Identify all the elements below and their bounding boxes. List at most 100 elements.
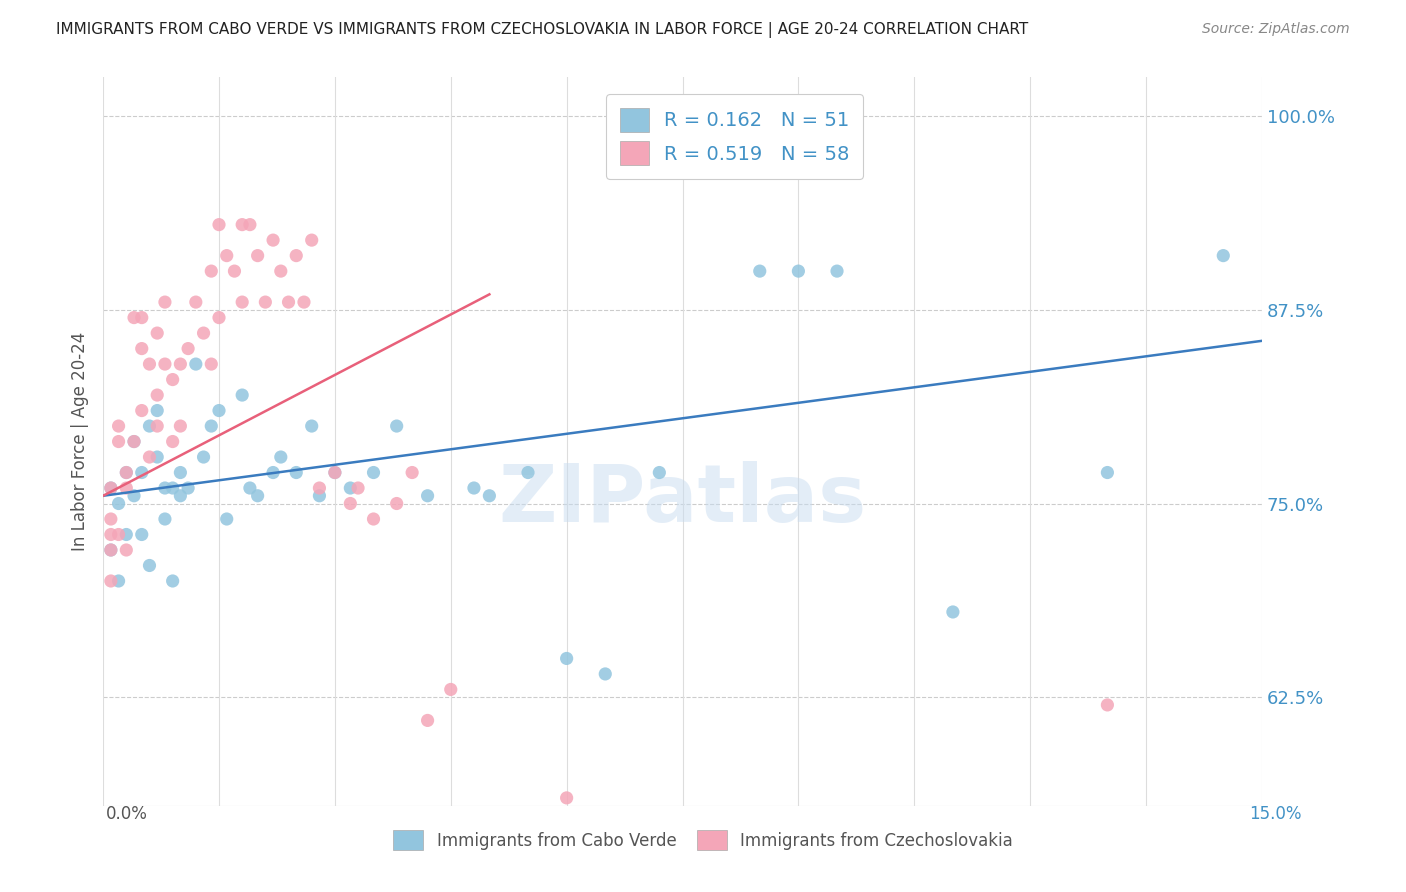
Point <box>131 527 153 541</box>
Point <box>224 264 246 278</box>
Point <box>517 466 540 480</box>
Point <box>200 264 222 278</box>
Point <box>401 466 423 480</box>
Point <box>153 295 176 310</box>
Y-axis label: In Labor Force | Age 20-24: In Labor Force | Age 20-24 <box>72 332 89 551</box>
Point <box>169 419 191 434</box>
Point <box>107 419 129 434</box>
Point <box>339 481 361 495</box>
Point <box>100 574 122 588</box>
Point <box>246 489 269 503</box>
Point <box>100 543 122 558</box>
Point <box>162 574 184 588</box>
Point <box>177 481 200 495</box>
Text: 15.0%: 15.0% <box>1250 805 1302 822</box>
Point <box>748 264 770 278</box>
Point <box>115 527 138 541</box>
Point <box>208 403 231 417</box>
Point <box>301 233 323 247</box>
Point <box>416 489 439 503</box>
Point <box>270 450 292 464</box>
Point <box>131 466 153 480</box>
Point <box>200 357 222 371</box>
Point <box>162 481 184 495</box>
Point <box>1097 466 1119 480</box>
Text: 0.0%: 0.0% <box>105 805 148 822</box>
Point <box>231 218 253 232</box>
Point <box>363 466 385 480</box>
Point <box>270 264 292 278</box>
Point <box>292 295 315 310</box>
Point <box>100 527 122 541</box>
Point <box>648 466 671 480</box>
Point <box>184 357 207 371</box>
Point <box>463 481 485 495</box>
Point <box>215 249 238 263</box>
Point <box>122 434 145 449</box>
Point <box>200 419 222 434</box>
Point <box>146 450 169 464</box>
Point <box>131 403 153 417</box>
Point <box>100 481 122 495</box>
Point <box>277 295 299 310</box>
Point <box>308 481 330 495</box>
Point <box>169 466 191 480</box>
Point <box>169 357 191 371</box>
Point <box>262 466 284 480</box>
Point <box>100 512 122 526</box>
Point <box>115 543 138 558</box>
Point <box>107 434 129 449</box>
Point <box>308 489 330 503</box>
Point <box>215 512 238 526</box>
Point <box>301 419 323 434</box>
Point <box>131 342 153 356</box>
Point <box>100 543 122 558</box>
Text: ZIPatlas: ZIPatlas <box>498 461 866 539</box>
Point <box>162 373 184 387</box>
Point <box>131 310 153 325</box>
Point <box>285 466 308 480</box>
Point <box>193 450 215 464</box>
Point <box>107 527 129 541</box>
Legend: R = 0.162   N = 51, R = 0.519   N = 58: R = 0.162 N = 51, R = 0.519 N = 58 <box>606 95 863 178</box>
Point <box>177 342 200 356</box>
Legend: Immigrants from Cabo Verde, Immigrants from Czechoslovakia: Immigrants from Cabo Verde, Immigrants f… <box>385 822 1021 859</box>
Point <box>115 466 138 480</box>
Point <box>138 558 160 573</box>
Point <box>231 388 253 402</box>
Point <box>146 403 169 417</box>
Point <box>239 218 262 232</box>
Point <box>193 326 215 340</box>
Point <box>100 481 122 495</box>
Text: Source: ZipAtlas.com: Source: ZipAtlas.com <box>1202 22 1350 37</box>
Point <box>1097 698 1119 712</box>
Point <box>254 295 277 310</box>
Point <box>555 790 578 805</box>
Point <box>262 233 284 247</box>
Point <box>153 357 176 371</box>
Point <box>231 295 253 310</box>
Point <box>208 310 231 325</box>
Point <box>162 434 184 449</box>
Point <box>184 295 207 310</box>
Point <box>246 249 269 263</box>
Point <box>942 605 965 619</box>
Point <box>138 357 160 371</box>
Point <box>138 450 160 464</box>
Text: IMMIGRANTS FROM CABO VERDE VS IMMIGRANTS FROM CZECHOSLOVAKIA IN LABOR FORCE | AG: IMMIGRANTS FROM CABO VERDE VS IMMIGRANTS… <box>56 22 1029 38</box>
Point <box>169 489 191 503</box>
Point <box>1212 249 1234 263</box>
Point <box>385 419 408 434</box>
Point <box>146 419 169 434</box>
Point <box>122 489 145 503</box>
Point <box>478 489 501 503</box>
Point <box>363 512 385 526</box>
Point <box>115 466 138 480</box>
Point <box>323 466 346 480</box>
Point <box>416 714 439 728</box>
Point <box>107 574 129 588</box>
Point <box>122 434 145 449</box>
Point <box>323 466 346 480</box>
Point <box>593 667 616 681</box>
Point <box>153 481 176 495</box>
